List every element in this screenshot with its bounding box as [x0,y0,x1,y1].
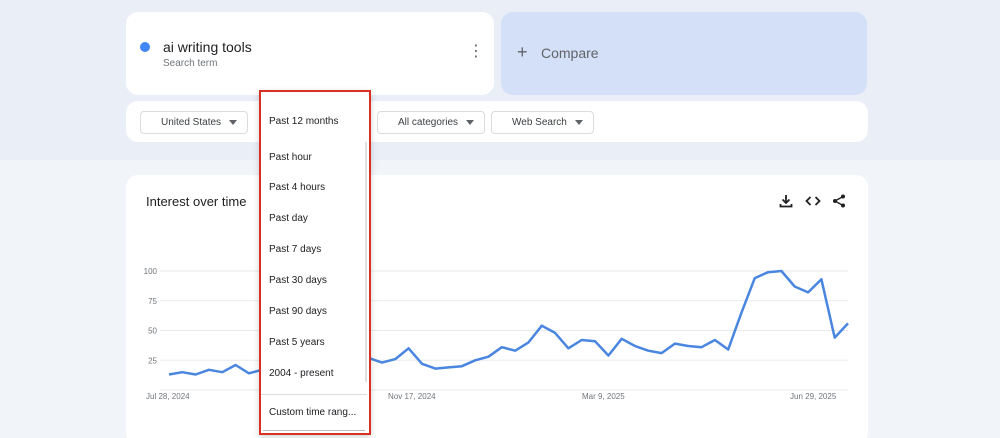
search-term-subtitle: Search term [163,58,218,69]
x-tick-label: Nov 17, 2024 [388,392,436,401]
time-option-past-7-days[interactable]: Past 7 days [269,244,322,255]
category-label: All categories [398,117,459,128]
time-range-options[interactable]: Past hour Past 4 hours Past day Past 7 d… [261,142,367,382]
y-tick-label: 75 [148,297,157,306]
y-tick-label: 25 [148,356,157,365]
search-type-label: Web Search [512,117,567,128]
compare-button[interactable]: + Compare [501,12,867,95]
time-option-custom[interactable]: Custom time rang... [269,407,357,418]
dropdown-divider [261,394,367,395]
country-label: United States [161,117,222,128]
time-range-dropdown[interactable]: Past 12 months Past hour Past 4 hours Pa… [259,90,371,435]
time-range-selected[interactable]: Past 12 months [269,116,339,127]
dropdown-bottom-border [263,430,365,431]
plus-icon: + [517,42,528,62]
x-tick-label: Mar 9, 2025 [582,392,625,401]
embed-code-icon[interactable] [805,193,821,209]
share-icon[interactable] [831,193,847,209]
time-option-past-4-hours[interactable]: Past 4 hours [269,182,326,193]
caret-down-icon [466,120,474,125]
x-tick-label: Jul 28, 2024 [146,392,190,401]
time-option-past-90-days[interactable]: Past 90 days [269,306,327,317]
y-tick-label: 50 [148,327,157,336]
country-select[interactable]: United States [140,111,248,134]
interest-line-chart: 25 50 75 100 Jul 28, 2024 Nov 17, 2024 Mar 9,… [144,267,849,401]
search-term-card[interactable]: ai writing tools Search term ⋮ [126,12,494,95]
category-select[interactable]: All categories [377,111,485,134]
interest-over-time-card: Interest over time 25 50 75 100 Jul 28, 202… [126,175,868,438]
term-color-dot [140,42,150,52]
time-option-past-hour[interactable]: Past hour [269,152,312,163]
time-option-2004-present[interactable]: 2004 - present [269,368,334,379]
y-tick-label: 100 [144,267,158,276]
time-option-past-day[interactable]: Past day [269,213,308,224]
download-icon[interactable] [778,193,794,209]
filter-bar: United States All categories Web Search [126,101,868,142]
search-term-name[interactable]: ai writing tools [163,39,252,55]
time-option-past-5-years[interactable]: Past 5 years [269,337,325,348]
x-tick-label: Jun 29, 2025 [790,392,837,401]
chart-title: Interest over time [146,194,247,209]
time-option-past-30-days[interactable]: Past 30 days [269,275,327,286]
more-options-icon[interactable]: ⋮ [468,43,484,60]
search-type-select[interactable]: Web Search [491,111,594,134]
caret-down-icon [229,120,237,125]
caret-down-icon [575,120,583,125]
compare-label: Compare [541,45,599,61]
